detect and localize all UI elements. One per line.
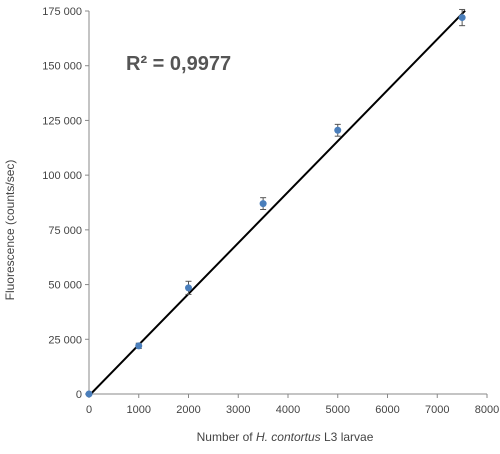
point-marker: [135, 342, 143, 350]
x-tick-label: 5000: [326, 404, 350, 416]
y-tick-label: 50 000: [48, 280, 82, 292]
data-point: [458, 8, 466, 27]
x-tick-label: 2000: [176, 404, 200, 416]
x-tick-label: 7000: [425, 404, 449, 416]
x-tick-label: 1000: [127, 404, 151, 416]
point-marker: [334, 126, 342, 134]
point-marker: [185, 284, 192, 292]
y-tick-label: 100 000: [42, 170, 82, 182]
x-tick-label: 8000: [475, 404, 499, 416]
point-marker: [85, 390, 93, 398]
tick-labels: 0 1000 2000 3000 4000 5000 6000 7000 8000 0 25 000…: [42, 6, 499, 416]
x-axis-title-part: Number of: [197, 430, 256, 444]
y-axis-title: Fluorescence (counts/sec): [3, 160, 17, 301]
y-tick-label: 25 000: [48, 334, 82, 346]
x-tick-label: 6000: [375, 404, 399, 416]
x-tick-label: 0: [86, 404, 92, 416]
y-tick-label: 75 000: [48, 225, 82, 237]
r-squared-annotation: R² = 0,9977: [126, 53, 231, 75]
x-axis-title-part: H. contortus: [256, 430, 321, 444]
y-tick-label: 0: [76, 389, 82, 401]
trendline: [88, 10, 466, 397]
x-axis-title-part: L3 larvae: [321, 430, 374, 444]
data-point: [185, 280, 192, 295]
x-tick-label: 4000: [276, 404, 300, 416]
data-points: [85, 8, 466, 398]
data-point: [259, 197, 267, 211]
y-tick-label: 125 000: [42, 115, 82, 127]
y-tick-label: 150 000: [42, 61, 82, 73]
point-marker: [259, 200, 267, 208]
x-tick-label: 3000: [226, 404, 250, 416]
data-point: [334, 123, 342, 137]
data-point: [135, 342, 143, 350]
point-marker: [458, 14, 466, 22]
y-tick-label: 175 000: [42, 6, 82, 18]
data-point: [85, 390, 93, 398]
x-axis-title: Number of H. contortus L3 larvae: [197, 430, 374, 444]
